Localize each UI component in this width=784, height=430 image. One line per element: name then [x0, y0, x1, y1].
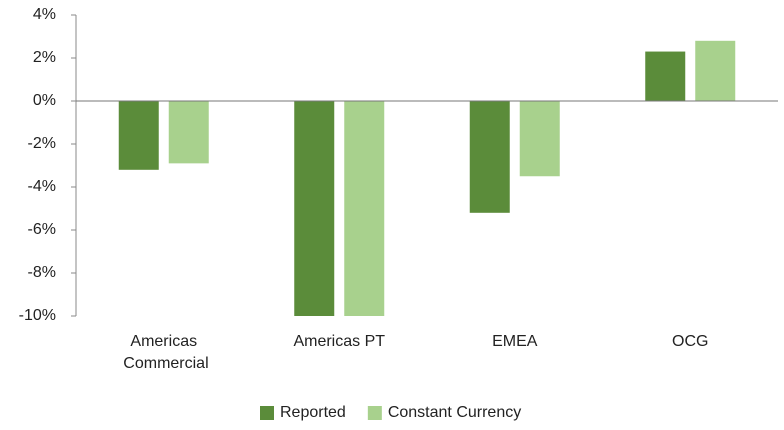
legend-label: Constant Currency — [388, 404, 521, 421]
y-tick-label: 4% — [33, 6, 56, 23]
bar — [695, 40, 736, 101]
y-tick-label: -2% — [28, 135, 56, 152]
bar — [344, 101, 385, 316]
bar — [294, 101, 335, 316]
y-tick-label: 0% — [33, 92, 56, 109]
y-tick-label: -4% — [28, 178, 56, 195]
x-tick-label: Americas PT — [293, 333, 385, 350]
x-tick-label: Americas Commercial — [119, 333, 209, 372]
legend-label: Reported — [280, 404, 346, 421]
x-tick-label: EMEA — [492, 333, 538, 350]
y-tick-label: -10% — [19, 307, 56, 324]
y-tick-label: 2% — [33, 49, 56, 66]
x-tick-label: OCG — [672, 333, 708, 350]
bar — [519, 101, 560, 177]
y-tick-label: -8% — [28, 264, 56, 281]
y-tick-label: -6% — [28, 221, 56, 238]
bar — [645, 51, 686, 101]
bar — [168, 101, 209, 164]
legend-swatch — [367, 406, 382, 420]
bar — [118, 101, 159, 170]
legend-swatch — [260, 406, 274, 420]
bar — [469, 101, 510, 213]
